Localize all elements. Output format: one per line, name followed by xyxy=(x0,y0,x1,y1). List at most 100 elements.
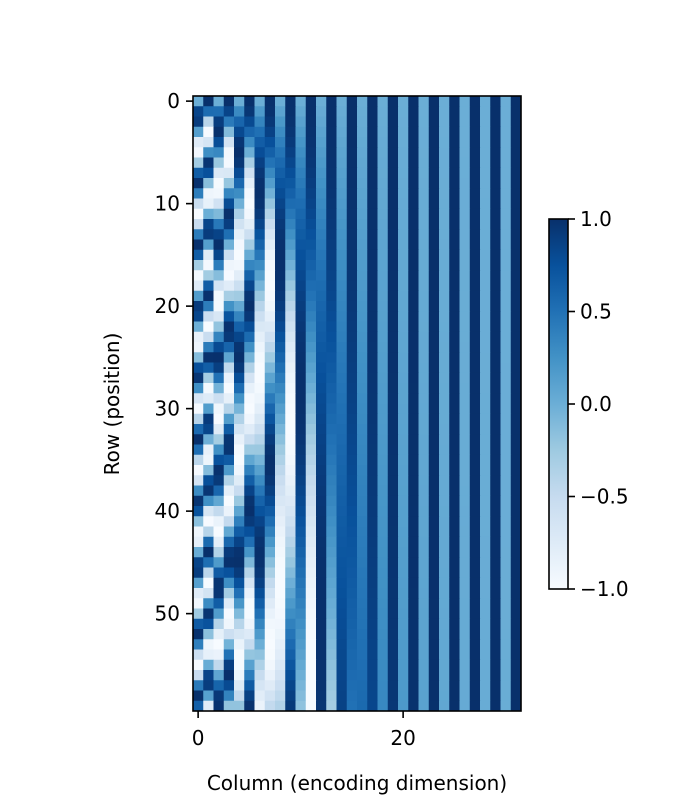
heatmap-cell xyxy=(428,383,440,394)
heatmap-cell xyxy=(357,506,368,517)
heatmap-cell xyxy=(418,208,430,220)
heatmap-cell xyxy=(500,331,512,343)
heatmap-cell xyxy=(275,475,286,486)
heatmap-cell xyxy=(244,444,255,456)
heatmap-cell xyxy=(428,311,440,322)
heatmap-cell xyxy=(480,700,491,712)
heatmap-cell xyxy=(213,198,225,210)
heatmap-cell xyxy=(223,700,235,712)
heatmap-cell xyxy=(285,649,296,661)
heatmap-cell xyxy=(418,126,430,138)
heatmap-cell xyxy=(193,270,204,281)
heatmap-cell xyxy=(377,239,389,251)
heatmap-cell xyxy=(398,413,409,425)
heatmap-cell xyxy=(387,208,399,220)
heatmap-cell xyxy=(357,567,368,579)
heatmap-cell xyxy=(469,157,481,169)
heatmap-cell xyxy=(193,229,204,240)
heatmap-cell xyxy=(480,588,491,599)
heatmap-cell xyxy=(398,311,409,322)
heatmap-cell xyxy=(480,239,491,251)
heatmap-cell xyxy=(459,608,471,620)
heatmap-cell xyxy=(439,198,450,210)
heatmap-cell xyxy=(305,629,317,640)
heatmap-cell xyxy=(449,629,460,640)
heatmap-cell xyxy=(408,526,419,538)
heatmap-cell xyxy=(387,260,399,271)
heatmap-cell xyxy=(244,454,255,466)
heatmap-cell xyxy=(439,321,450,333)
heatmap-cell xyxy=(193,116,204,128)
heatmap-cell xyxy=(387,301,399,312)
heatmap-cell xyxy=(264,393,276,404)
heatmap-cell xyxy=(295,680,307,691)
heatmap-cell xyxy=(316,536,327,548)
heatmap-cell xyxy=(275,321,286,333)
heatmap-cell xyxy=(295,618,307,630)
heatmap-cell xyxy=(244,577,255,589)
heatmap-cell xyxy=(213,178,225,189)
heatmap-cell xyxy=(264,352,276,363)
heatmap-cell xyxy=(203,280,214,292)
heatmap-cell xyxy=(244,690,255,702)
heatmap-cell xyxy=(367,444,378,456)
heatmap-cell xyxy=(500,495,512,507)
heatmap-cell xyxy=(193,239,204,251)
heatmap-cell xyxy=(223,680,235,691)
heatmap-cell xyxy=(254,188,266,199)
heatmap-cell xyxy=(285,516,296,527)
heatmap-cell xyxy=(295,700,307,712)
heatmap-cell xyxy=(480,137,491,148)
heatmap-cell xyxy=(459,588,471,599)
heatmap-cell xyxy=(254,270,266,281)
heatmap-cell xyxy=(326,219,337,230)
heatmap-cell xyxy=(244,649,255,661)
heatmap-cell xyxy=(295,557,307,568)
heatmap-cell xyxy=(193,598,204,609)
heatmap-cell xyxy=(459,249,471,261)
heatmap-cell xyxy=(469,659,481,671)
heatmap-cell xyxy=(500,342,512,353)
heatmap-cell xyxy=(418,167,430,179)
heatmap-cell xyxy=(305,506,317,517)
heatmap-cell xyxy=(367,331,378,343)
heatmap-cell xyxy=(275,229,286,240)
heatmap-cell xyxy=(193,588,204,599)
heatmap-cell xyxy=(357,208,368,220)
heatmap-cell xyxy=(213,106,225,117)
heatmap-cell xyxy=(367,536,378,548)
heatmap-cell xyxy=(500,588,512,599)
heatmap-cell xyxy=(367,229,378,240)
heatmap-cell xyxy=(459,157,471,169)
heatmap-cell xyxy=(285,116,296,128)
heatmap-cell xyxy=(490,649,501,661)
heatmap-cell xyxy=(510,147,522,158)
heatmap-cell xyxy=(254,608,266,620)
heatmap-cell xyxy=(449,670,460,681)
heatmap-cell xyxy=(357,280,368,292)
heatmap-cell xyxy=(254,567,266,579)
heatmap-cell xyxy=(336,670,348,681)
heatmap-cell xyxy=(223,260,235,271)
heatmap-cell xyxy=(305,434,317,445)
heatmap-cell xyxy=(234,485,245,497)
heatmap-cell xyxy=(459,598,471,609)
heatmap-cell xyxy=(285,321,296,333)
heatmap-cell xyxy=(418,465,430,476)
heatmap-cell xyxy=(285,536,296,548)
heatmap-cell xyxy=(223,106,235,117)
heatmap-cell xyxy=(428,547,440,558)
heatmap-cell xyxy=(326,167,337,179)
heatmap-cell xyxy=(387,495,399,507)
heatmap-cell xyxy=(285,413,296,425)
heatmap-cell xyxy=(490,413,501,425)
heatmap-cell xyxy=(213,659,225,671)
heatmap-cell xyxy=(469,147,481,158)
heatmap-cell xyxy=(469,444,481,456)
heatmap-cell xyxy=(449,393,460,404)
heatmap-cell xyxy=(490,116,501,128)
heatmap-cell xyxy=(480,342,491,353)
heatmap-cell xyxy=(490,588,501,599)
heatmap-cell xyxy=(203,536,214,548)
heatmap-cell xyxy=(213,331,225,343)
